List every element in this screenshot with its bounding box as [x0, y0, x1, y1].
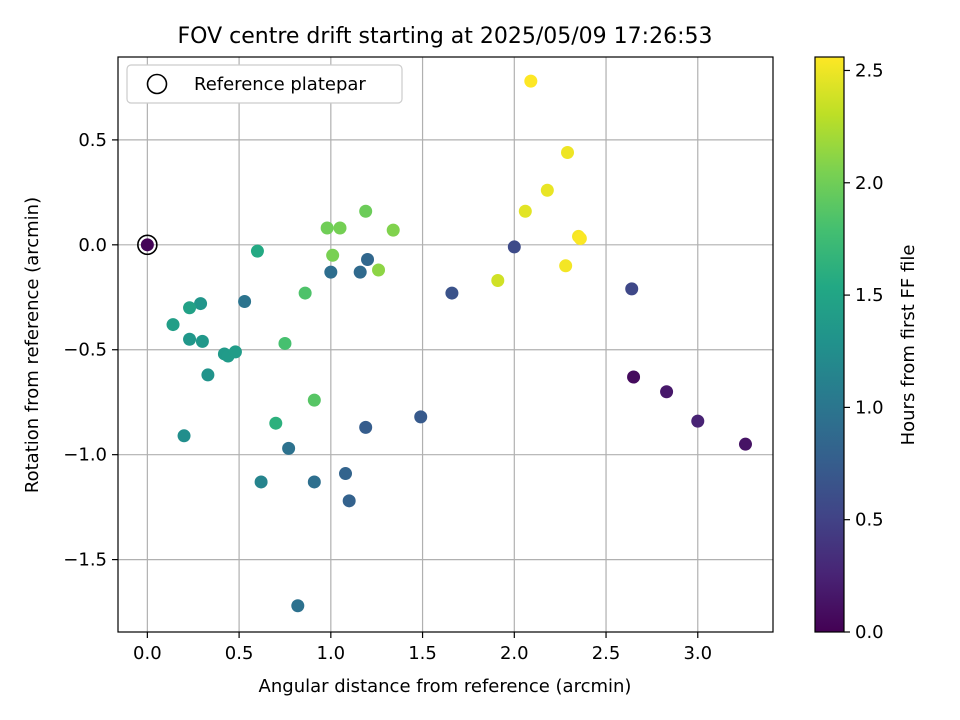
data-point	[573, 232, 587, 246]
colorbar-tick-label: 2.0	[855, 173, 884, 194]
x-tick-label: 3.0	[683, 643, 712, 664]
data-point	[269, 416, 283, 430]
colorbar-gradient	[814, 56, 845, 633]
reference-marker	[137, 234, 158, 256]
data-point	[372, 263, 386, 277]
data-point	[524, 74, 538, 88]
data-point	[183, 332, 197, 346]
data-point	[282, 441, 296, 455]
legend-circle-icon	[146, 73, 168, 95]
data-point	[250, 244, 264, 258]
colorbar-tick-label: 2.5	[855, 60, 884, 81]
data-point	[540, 183, 554, 197]
data-point	[238, 294, 252, 308]
data-point	[738, 437, 752, 451]
data-point	[177, 429, 191, 443]
data-points	[140, 74, 752, 613]
data-point	[518, 204, 532, 218]
y-tick-label: 0.0	[78, 235, 107, 256]
x-tick-label: 2.0	[500, 643, 529, 664]
data-point	[291, 599, 305, 613]
data-point	[507, 240, 521, 254]
colorbar-tick-label: 1.5	[855, 285, 884, 306]
data-point	[254, 475, 268, 489]
data-point	[559, 259, 573, 273]
x-tick-label: 0.0	[133, 643, 162, 664]
y-axis-ticks: 0.5 0.0 −0.5 −1.0 −1.5	[63, 130, 118, 571]
chart-title: FOV centre drift starting at 2025/05/09 …	[178, 24, 713, 49]
plot-frame	[117, 56, 774, 633]
x-axis-label: Angular distance from reference (arcmin)	[259, 676, 632, 697]
data-point	[201, 368, 215, 382]
data-point	[359, 420, 373, 434]
x-tick-label: 1.5	[408, 643, 437, 664]
data-point	[298, 286, 312, 300]
data-point	[691, 414, 705, 428]
y-tick-label: −0.5	[63, 340, 107, 361]
data-point	[561, 145, 575, 159]
data-point	[342, 494, 356, 508]
reference-platepar-marker	[137, 234, 158, 256]
y-tick-label: −1.0	[63, 445, 107, 466]
data-point	[339, 467, 353, 481]
data-point	[166, 318, 180, 332]
y-axis-label: Rotation from reference (arcmin)	[22, 197, 43, 493]
x-axis-ticks: 0.0 0.5 1.0 1.5 2.0 2.5 3.0	[133, 632, 712, 664]
colorbar-tick-label: 0.0	[855, 622, 884, 643]
data-point	[320, 221, 334, 235]
colorbar: 0.0 0.5 1.0 1.5 2.0 2.5 Hours from first FF f…	[814, 56, 919, 643]
data-point	[195, 334, 209, 348]
colorbar-tick-label: 1.0	[855, 397, 884, 418]
data-point	[228, 345, 242, 359]
colorbar-tick-label: 0.5	[855, 510, 884, 531]
x-tick-label: 1.0	[317, 643, 346, 664]
data-point	[307, 393, 321, 407]
y-tick-label: −1.5	[63, 550, 107, 571]
data-point	[627, 370, 641, 384]
data-point	[194, 297, 208, 311]
x-tick-label: 2.5	[592, 643, 621, 664]
colorbar-ticks: 0.0 0.5 1.0 1.5 2.0 2.5	[844, 60, 884, 643]
data-point	[445, 286, 459, 300]
data-point	[386, 223, 400, 237]
x-tick-label: 0.5	[225, 643, 254, 664]
data-point	[414, 410, 428, 424]
data-point	[183, 301, 197, 315]
data-point	[324, 265, 338, 279]
colorbar-label: Hours from first FF file	[898, 245, 919, 446]
data-point	[660, 385, 674, 399]
data-point	[353, 265, 367, 279]
data-point	[361, 253, 375, 267]
data-point	[359, 204, 373, 218]
legend-entry-reference: Reference platepar	[194, 74, 366, 95]
data-point	[140, 238, 154, 252]
data-point	[307, 475, 321, 489]
grid-lines	[118, 57, 773, 632]
data-point	[625, 282, 639, 296]
legend: Reference platepar	[126, 64, 403, 104]
data-point	[326, 248, 340, 262]
data-point	[333, 221, 347, 235]
y-tick-label: 0.5	[78, 130, 107, 151]
data-point	[278, 336, 292, 350]
data-point	[491, 273, 505, 287]
legend-box	[126, 64, 403, 104]
